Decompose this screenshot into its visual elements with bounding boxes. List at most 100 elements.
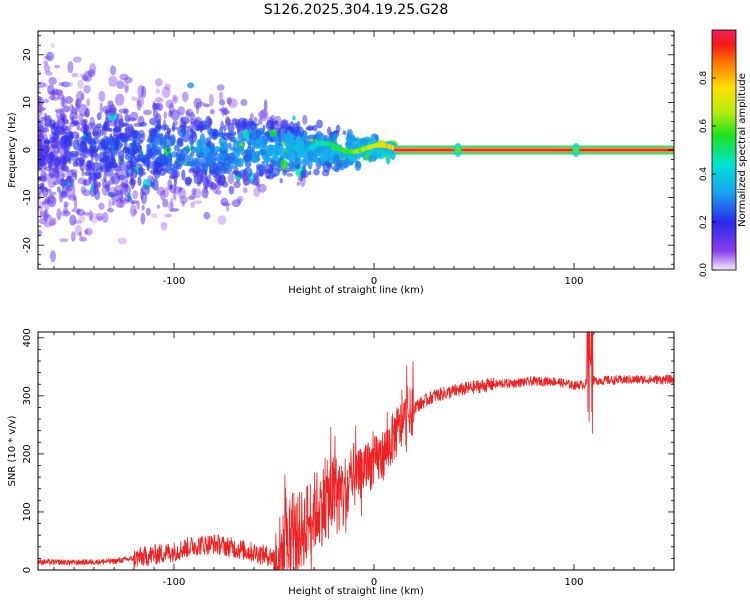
spectrogram-blob xyxy=(45,51,55,62)
spectrogram-blob xyxy=(109,176,115,185)
spectrogram-blob xyxy=(117,237,128,245)
spectrogram-blob xyxy=(316,119,323,129)
spectrogram-blob xyxy=(145,207,151,216)
spectrogram-blob xyxy=(165,99,174,109)
spectrogram-blob xyxy=(170,197,174,209)
x-tick-label: -100 xyxy=(163,276,186,287)
spectrogram-blob xyxy=(155,78,163,87)
spectrogram-blob xyxy=(226,97,232,105)
spectrogram-blob xyxy=(305,126,313,131)
spectrogram-blob xyxy=(251,178,260,186)
spectrogram-blob xyxy=(153,137,159,150)
spectrogram-blob xyxy=(228,185,235,195)
spectrogram-blob xyxy=(363,139,367,144)
spectrogram-blob xyxy=(43,60,48,66)
spectrogram-blob xyxy=(133,122,143,127)
spectrogram-blob xyxy=(166,144,170,153)
spectrogram-blob xyxy=(122,184,131,197)
colorbar-tick-label: 0.2 xyxy=(699,215,709,229)
spectrogram-blob xyxy=(61,81,71,88)
spectrogram-blob xyxy=(169,134,176,146)
spectrogram-x-label: Height of straight line (km) xyxy=(288,285,424,296)
spectrogram-blob xyxy=(47,193,55,205)
spectrogram-blob xyxy=(78,104,89,117)
spectrogram-blob xyxy=(54,64,60,69)
spectrogram-blob xyxy=(76,208,81,215)
spectrogram-blob xyxy=(127,117,137,122)
snr-series-line xyxy=(38,332,674,570)
spectrogram-blob xyxy=(204,189,208,194)
spectrogram-blob xyxy=(40,182,45,194)
spectrogram-blob xyxy=(72,139,80,151)
spectrogram-blob xyxy=(85,159,93,169)
spectrogram-blob xyxy=(242,177,251,186)
colorbar-tick-label: 0.8 xyxy=(699,71,709,86)
spectrogram-blob xyxy=(218,91,224,101)
spectrogram-blob xyxy=(231,170,239,176)
spectrogram-blob xyxy=(42,159,47,171)
spectrogram-blob xyxy=(270,114,275,121)
spectrogram-blob xyxy=(115,93,125,106)
spectrogram-blob xyxy=(44,222,52,228)
spectrogram-blob xyxy=(257,110,268,119)
spectrogram-blob xyxy=(242,187,248,194)
spectrogram-blob xyxy=(84,107,90,118)
spectrogram-blob xyxy=(301,141,305,150)
spectrogram-blob xyxy=(107,100,114,108)
spectrogram-blob xyxy=(89,116,95,128)
spectrogram-blob xyxy=(237,198,242,204)
spectrogram-blob xyxy=(43,133,48,142)
spectrogram-blob xyxy=(240,99,248,106)
spectrogram-blob xyxy=(296,181,300,186)
spectrogram-blob xyxy=(307,150,314,160)
spectrogram-blob xyxy=(43,209,49,222)
spectrogram-blob xyxy=(54,170,60,183)
spectrogram-blob xyxy=(57,186,61,193)
spectrogram-blob xyxy=(373,148,382,154)
spectrogram-blob xyxy=(79,235,84,241)
snr-y-label: SNR (10 * v/v) xyxy=(7,415,18,486)
spectrogram-blob xyxy=(79,152,86,158)
spectrogram-blob xyxy=(154,161,161,170)
spectrogram-blob xyxy=(124,127,130,132)
spectrogram-blob xyxy=(83,84,91,94)
spectrogram-blob xyxy=(163,111,167,120)
spectrogram-blob xyxy=(294,156,300,166)
spectrogram-blob xyxy=(74,224,82,236)
spectrogram-blob xyxy=(131,96,137,101)
spectrogram-blob xyxy=(84,227,93,236)
spectrogram-blob xyxy=(252,128,256,140)
spectrogram-blob xyxy=(53,141,62,149)
spectrogram-blob xyxy=(156,204,160,209)
spectrogram-blob xyxy=(48,164,52,169)
spectrogram-blob xyxy=(87,69,96,78)
line-spike-core xyxy=(455,147,461,153)
spectrogram-blob xyxy=(123,183,129,193)
spectrogram-blob xyxy=(273,115,282,127)
spectrogram-blob xyxy=(179,195,188,204)
coherent-line-core xyxy=(394,148,674,152)
spectrogram-blob xyxy=(184,176,193,185)
spectrogram-blob xyxy=(135,139,144,145)
spectrogram-blob xyxy=(207,157,215,166)
spectrogram-blob xyxy=(322,161,331,173)
spectrogram-blob xyxy=(59,164,69,172)
spectrogram-blob xyxy=(83,112,90,117)
spectrogram-blob xyxy=(108,75,118,87)
spectrogram-blob xyxy=(173,145,178,152)
spectrogram-blob xyxy=(132,209,137,215)
spectrogram-blob xyxy=(140,133,144,138)
spectrogram-blob xyxy=(49,133,59,140)
colorbar-label: Normalized spectral amplitude xyxy=(737,73,748,227)
spectrogram-blob xyxy=(60,190,68,199)
spectrogram-blob xyxy=(73,119,78,127)
spectrogram-blob xyxy=(271,162,275,167)
spectrogram-blob xyxy=(176,141,184,148)
spectrogram-blob xyxy=(195,151,205,159)
spectrogram-blob xyxy=(54,108,64,113)
spectrogram-blob xyxy=(54,89,63,96)
spectrogram-blob xyxy=(217,215,227,226)
spectrogram-blob xyxy=(199,164,209,174)
spectrogram-blob xyxy=(39,210,43,219)
spectrogram-blob xyxy=(68,151,72,165)
